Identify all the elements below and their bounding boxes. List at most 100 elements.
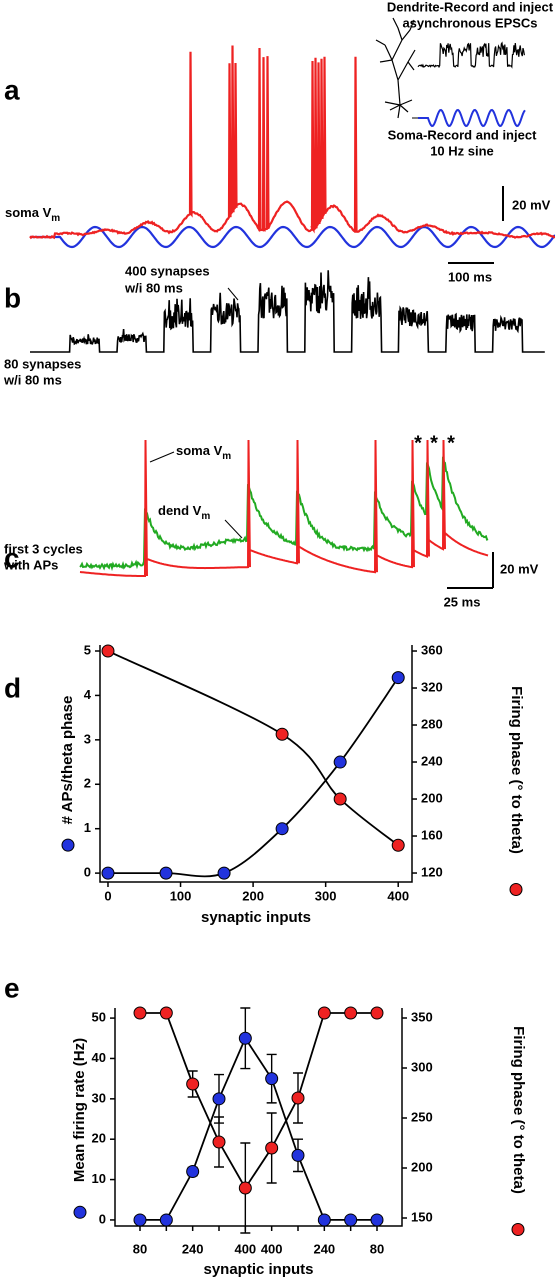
asterisk: * [414, 432, 422, 454]
point [344, 1006, 358, 1020]
y-tick-label: 0 [84, 865, 91, 880]
y-axis-label: # APs/theta phase [59, 696, 76, 825]
point [265, 1072, 279, 1086]
x-tick-label: 400 [261, 1241, 283, 1256]
x-tick-label: 240 [313, 1241, 335, 1256]
y2-tick-label: 350 [411, 1009, 433, 1024]
y-tick-label: 40 [92, 1050, 106, 1065]
legend-marker [509, 883, 523, 896]
x-tick-label: 240 [182, 1241, 204, 1256]
trace-label: 400 synapses [125, 263, 210, 278]
point [291, 1091, 305, 1105]
axis-frame [99, 645, 413, 883]
scale-label: 25 ms [444, 594, 481, 609]
point [275, 822, 289, 836]
legend-marker [73, 1205, 87, 1219]
series-line [140, 1036, 377, 1221]
y2-tick-label: 300 [411, 1059, 433, 1074]
point [101, 866, 115, 880]
point [159, 1006, 173, 1020]
point [275, 727, 289, 741]
y2-tick-label: 280 [421, 716, 443, 731]
y2-tick-label: 200 [411, 1159, 433, 1174]
x-tick-label: 0 [104, 888, 111, 903]
inset-label: Soma-Record and inject [388, 127, 537, 142]
label-sub: m [201, 511, 210, 522]
trace-soma [29, 45, 555, 240]
point [370, 1006, 384, 1020]
label-text: dend V [158, 503, 202, 518]
inset-label: asynchronous EPSCs [402, 15, 537, 30]
point [344, 1213, 358, 1227]
point [159, 866, 173, 880]
point [217, 866, 231, 880]
trace-label: soma Vm [5, 205, 60, 223]
inset-label: Dendrite-Record and inject [387, 0, 554, 14]
scale-label: 20 mV [512, 197, 551, 212]
y-tick-label: 4 [84, 687, 92, 702]
point [333, 792, 347, 806]
y2-tick-label: 120 [421, 864, 443, 879]
x-tick-label: 400 [234, 1241, 256, 1256]
y-tick-label: 0 [99, 1211, 106, 1226]
series-line [140, 1012, 377, 1190]
asterisk: * [447, 432, 455, 454]
point [238, 1181, 252, 1195]
y-axis-label: Mean firing rate (Hz) [71, 1038, 88, 1182]
y2-tick-label: 320 [421, 679, 443, 694]
y2-tick-label: 250 [411, 1109, 433, 1124]
y-tick-label: 3 [84, 731, 91, 746]
asterisk: * [430, 432, 438, 454]
point [186, 1077, 200, 1091]
x-axis-label: synaptic inputs [201, 909, 311, 926]
y2-tick-label: 360 [421, 642, 443, 657]
inset-sine [418, 108, 526, 128]
point [212, 1135, 226, 1149]
x-tick-label: 80 [370, 1241, 384, 1256]
y-tick-label: 10 [92, 1171, 106, 1186]
y2-tick-label: 150 [411, 1209, 433, 1224]
pointer [149, 451, 175, 463]
trace-label: dend Vm [158, 503, 210, 521]
neuron-icon [375, 17, 416, 119]
legend-marker [511, 1223, 525, 1236]
x-tick-label: 100 [170, 888, 192, 903]
y2-tick-label: 160 [421, 827, 443, 842]
x-axis-label: synaptic inputs [203, 1261, 313, 1278]
trace-input [30, 270, 545, 353]
inset-label: 10 Hz sine [430, 143, 494, 158]
point [101, 644, 115, 658]
point [317, 1006, 331, 1020]
fit-curve [107, 677, 399, 878]
trace-label: w/i 80 ms [124, 280, 183, 295]
label-text: soma V [5, 205, 52, 220]
y2-tick-label: 240 [421, 753, 443, 768]
point [370, 1213, 384, 1227]
trace-dend [79, 456, 489, 572]
y-tick-label: 50 [92, 1010, 106, 1025]
panel-label: e [4, 972, 20, 1003]
point [265, 1141, 279, 1155]
panel-label: a [4, 74, 20, 105]
point [186, 1165, 200, 1178]
label-text: soma V [176, 443, 223, 458]
y-tick-label: 5 [84, 642, 91, 657]
panel-label: d [4, 672, 21, 703]
point [291, 1148, 305, 1162]
y2-tick-label: 200 [421, 790, 443, 805]
legend-marker [61, 838, 75, 852]
inset-epsc [417, 41, 525, 69]
point [159, 1213, 173, 1227]
panel-label: c [4, 542, 20, 573]
point [238, 1031, 252, 1045]
y-tick-label: 1 [84, 820, 91, 835]
trace-label: 80 synapses [4, 356, 81, 371]
scale-label: 100 ms [448, 269, 492, 284]
point [333, 755, 347, 769]
y-tick-label: 30 [92, 1090, 106, 1105]
fit-curve [107, 650, 399, 846]
pointer [224, 519, 243, 539]
pointer [227, 287, 239, 301]
axis-frame [114, 1008, 403, 1227]
